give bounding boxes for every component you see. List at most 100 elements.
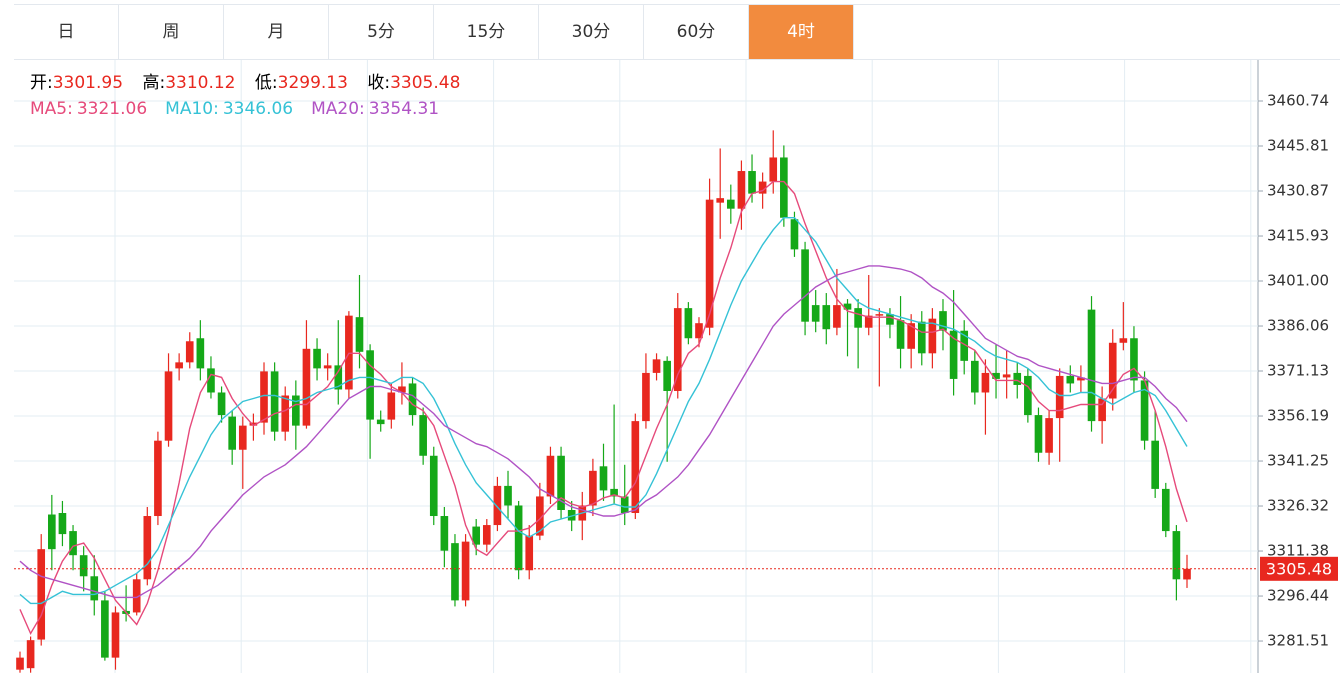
candle-body	[101, 600, 109, 658]
candle-body	[758, 181, 767, 194]
candle-body	[345, 315, 353, 390]
period-tab[interactable]: 4时	[749, 5, 854, 59]
period-tab[interactable]: 日	[14, 5, 119, 59]
candle-body	[302, 348, 311, 426]
period-tabs: 日周月 5分 15分 30分 60分 4时	[14, 4, 1340, 60]
ohlc-row: 开:3301.95 高:3310.12 低:3299.13 收:3305.48	[30, 70, 474, 96]
last-price-label: 3305.48	[1266, 559, 1332, 578]
candle-body	[376, 419, 385, 425]
candle-body	[398, 386, 406, 393]
candle-body	[514, 505, 523, 571]
candle-body	[1183, 568, 1191, 580]
candle-body	[960, 330, 969, 361]
period-tab[interactable]: 月	[224, 5, 329, 59]
candle-body	[525, 535, 534, 571]
y-tick-label: 3460.74	[1267, 92, 1329, 110]
candle-body	[854, 308, 862, 328]
candle-body	[949, 330, 958, 379]
candle-body	[185, 341, 194, 363]
legend-value: 3354.31	[368, 99, 440, 119]
candle-body	[1161, 488, 1170, 532]
candle-body	[843, 303, 852, 310]
candle-body	[355, 317, 364, 352]
candle-body	[705, 199, 714, 328]
candle-body	[429, 455, 438, 517]
candle-body	[536, 496, 544, 536]
candle-body	[90, 576, 99, 601]
candle-body	[896, 320, 905, 349]
plot-area	[14, 60, 1258, 673]
candle-body	[281, 395, 290, 432]
candle-body	[886, 314, 894, 325]
candle-body	[684, 308, 693, 339]
candle-body	[631, 421, 640, 514]
period-tab[interactable]: 15分	[434, 5, 539, 59]
candle-body	[970, 360, 979, 393]
candle-body	[482, 525, 491, 545]
candle-body	[1066, 375, 1075, 384]
ohlc-label: 低:	[254, 73, 278, 93]
candle-body	[1098, 398, 1106, 422]
candle-body	[323, 365, 332, 369]
candle-body	[228, 416, 237, 450]
candle-body	[440, 516, 449, 551]
candle-body	[419, 415, 427, 456]
candle-body	[875, 314, 884, 316]
candle-body	[1024, 375, 1032, 416]
candle-body	[408, 383, 417, 416]
y-tick-label: 3281.51	[1267, 632, 1329, 650]
candle-body	[620, 496, 629, 514]
ohlc-label: 收:	[367, 73, 391, 93]
ohlc-value: 3305.48	[390, 73, 461, 93]
candle-body	[238, 425, 247, 450]
candle-body	[769, 157, 778, 182]
y-tick-label: 3371.13	[1267, 362, 1329, 380]
candle-body	[790, 219, 799, 250]
ohlc-value: 3301.95	[52, 73, 124, 93]
candle-body	[1002, 374, 1011, 378]
candle-body	[366, 350, 374, 420]
candle-body	[1055, 375, 1064, 419]
candle-body	[69, 531, 77, 556]
candle-body	[716, 198, 725, 203]
y-tick-label: 3356.19	[1267, 407, 1329, 425]
candle-body	[217, 392, 226, 416]
ma-row: MA5: 3321.06 MA10: 3346.06 MA20: 3354.31	[30, 96, 474, 122]
y-tick-label: 3386.06	[1267, 317, 1329, 335]
candle-body	[132, 579, 141, 613]
candle-body	[992, 372, 1000, 379]
candle-body	[652, 359, 661, 373]
candle-body	[472, 526, 481, 545]
candle-body	[1034, 415, 1043, 453]
candle-body	[663, 360, 671, 391]
candle-body	[981, 372, 990, 393]
candle-body	[154, 440, 162, 517]
candle-body	[48, 514, 56, 550]
period-tab[interactable]: 30分	[539, 5, 644, 59]
candle-body	[726, 199, 735, 209]
candle-body	[811, 305, 820, 322]
candle-body	[546, 455, 555, 497]
candle-body	[292, 395, 300, 426]
legend-name: MA20:	[311, 99, 365, 119]
candle-body	[26, 640, 35, 669]
candle-body	[822, 305, 831, 330]
candle-body	[1151, 440, 1159, 489]
candle-body	[334, 365, 343, 390]
y-tick-label: 3341.25	[1267, 452, 1329, 470]
period-tab[interactable]: 5分	[329, 5, 434, 59]
y-tick-label: 3415.93	[1267, 227, 1329, 245]
y-tick-label: 3445.81	[1267, 136, 1329, 154]
candle-body	[1045, 418, 1053, 453]
candle-body	[1140, 380, 1149, 441]
candle-body	[1087, 309, 1096, 422]
period-tab[interactable]: 60分	[644, 5, 749, 59]
ma-line	[19, 180, 1188, 636]
period-tab[interactable]: 周	[119, 5, 224, 59]
candle-body	[175, 362, 183, 369]
last-price-tag	[1260, 556, 1338, 581]
ohlc-value: 3299.13	[277, 73, 348, 93]
candle-body	[313, 348, 321, 369]
